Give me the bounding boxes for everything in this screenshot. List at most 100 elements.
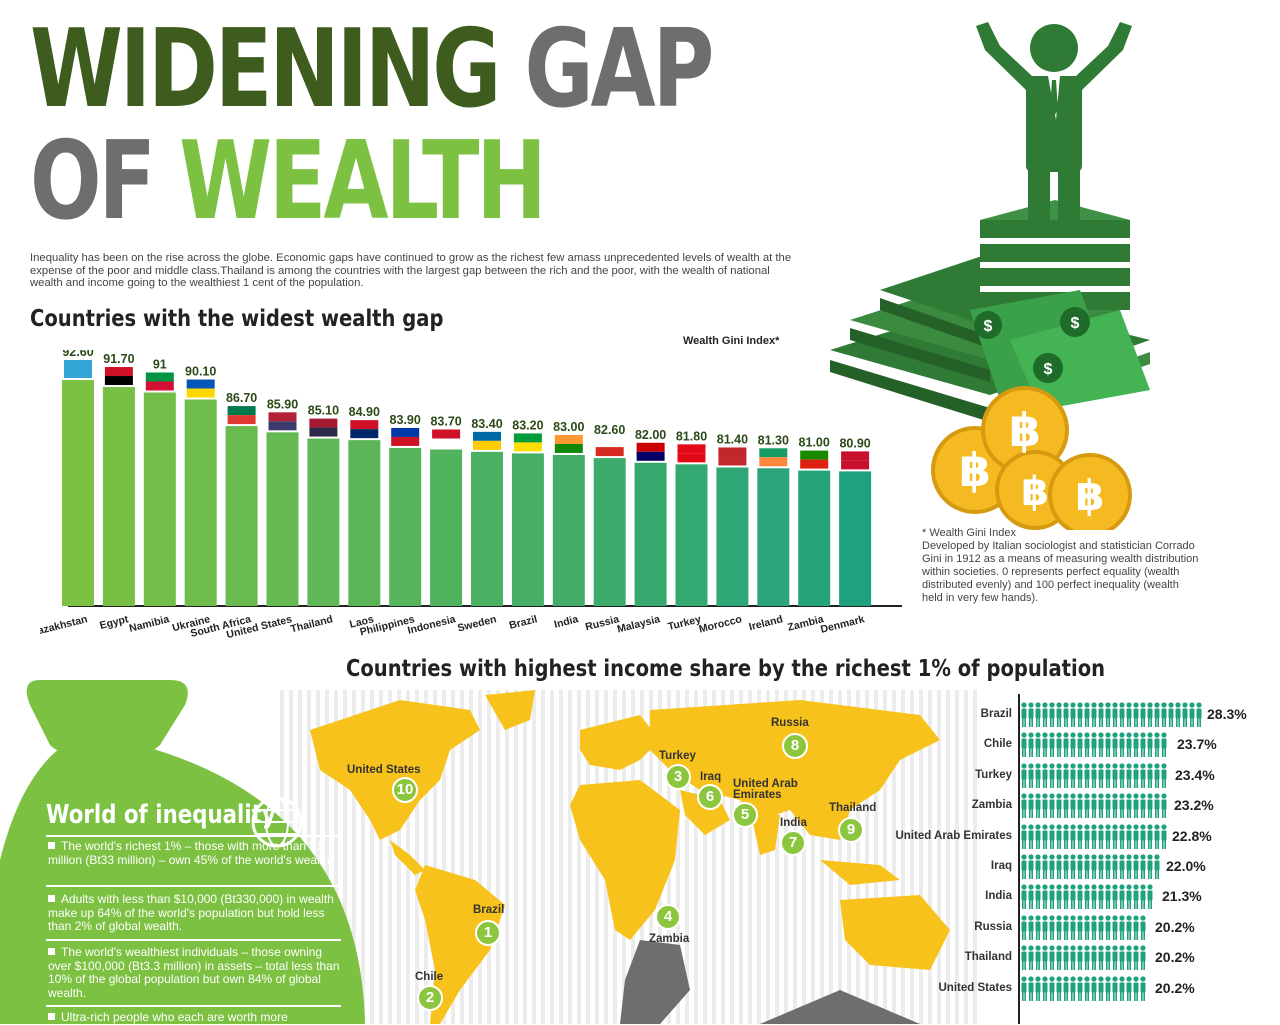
person-icon: [1042, 702, 1048, 727]
person-icon: [1091, 945, 1097, 971]
svg-text:$: $: [984, 318, 993, 335]
bar-denmark: [839, 471, 872, 606]
person-icon: [1070, 763, 1076, 788]
bar-egypt: [102, 387, 135, 606]
person-icon: [1112, 732, 1118, 758]
person-icon: [1091, 854, 1097, 879]
person-icon: [1056, 732, 1062, 758]
person-icon: [1091, 702, 1097, 727]
bar-value-label: 91.70: [103, 352, 134, 366]
person-icon: [1140, 702, 1146, 727]
flag-icon: [513, 442, 542, 452]
pictogram-bar: [1021, 732, 1167, 758]
flag-icon: [759, 448, 788, 458]
map-rank-marker: 2: [417, 985, 443, 1011]
person-icon: [1077, 854, 1083, 879]
person-icon: [1035, 793, 1041, 819]
bar-kazakhstan: [62, 380, 94, 606]
pictogram-axis: [1018, 694, 1020, 1024]
person-icon: [1084, 945, 1090, 971]
map-country-label: Brazil: [473, 904, 505, 916]
category-label: Kazakhstan: [40, 613, 89, 639]
person-icon: [1091, 884, 1097, 910]
pictogram-country-label: Chile: [983, 738, 1012, 751]
page-title-line-1: WIDENING GAP: [30, 16, 714, 124]
person-icon: [1098, 823, 1104, 849]
bar-value-label: 83.40: [471, 417, 502, 431]
person-icon: [1077, 945, 1083, 971]
person-icon: [1182, 702, 1188, 727]
bar-united-states: [266, 432, 299, 606]
person-icon: [1154, 702, 1160, 727]
person-icon: [1077, 884, 1083, 910]
person-icon: [1196, 702, 1202, 727]
flag-icon: [186, 388, 215, 398]
bar-value-label: 81.40: [717, 432, 748, 446]
person-icon: [1028, 915, 1034, 940]
inequality-box-title: World of inequality: [46, 800, 276, 830]
pictogram-value-label: 20.2%: [1155, 949, 1195, 966]
bar-value-label: 85.10: [308, 404, 339, 418]
person-icon: [1063, 945, 1069, 971]
person-icon: [1063, 702, 1069, 727]
bar-value-label: 92.60: [62, 350, 93, 359]
person-icon: [1133, 732, 1139, 758]
person-icon: [1049, 702, 1055, 727]
person-icon: [1133, 945, 1139, 971]
person-icon: [1105, 763, 1111, 788]
map-rank-marker: 9: [838, 817, 864, 843]
flag-icon: [104, 367, 133, 377]
map-country-label: United States: [347, 764, 421, 776]
flag-icon: [268, 412, 297, 422]
map-country-label: Zambia: [649, 933, 690, 945]
person-icon: [1021, 793, 1027, 819]
gini-note: * Wealth Gini Index Developed by Italian…: [922, 527, 1202, 605]
person-icon: [1028, 702, 1034, 727]
person-icon: [1035, 854, 1041, 879]
person-icon: [1189, 702, 1195, 727]
pictogram-value-label: 28.3%: [1207, 706, 1247, 722]
person-icon: [1154, 823, 1160, 849]
money-illustration: $ $ $ ฿ ฿ ฿ ฿: [830, 22, 1150, 530]
person-icon: [1147, 823, 1153, 849]
person-icon: [1133, 884, 1139, 910]
person-icon: [1021, 975, 1027, 1001]
person-icon: [1105, 823, 1111, 849]
person-icon: [1105, 793, 1111, 819]
person-icon: [1056, 915, 1062, 940]
person-icon: [1077, 915, 1083, 940]
flag-icon: [432, 429, 461, 439]
person-icon: [1063, 915, 1069, 940]
person-icon: [1154, 854, 1160, 879]
person-icon: [1098, 854, 1104, 879]
flag-icon: [841, 460, 870, 470]
bar-value-label: 81.30: [758, 433, 789, 447]
person-icon: [1119, 732, 1125, 758]
bar-value-label: 80.90: [839, 436, 870, 450]
person-icon: [1035, 945, 1041, 971]
bar-value-label: 83.90: [390, 413, 421, 427]
world-map: [280, 690, 977, 1024]
person-icon: [1028, 763, 1034, 788]
person-icon: [1021, 945, 1027, 971]
person-icon: [1056, 823, 1062, 849]
person-icon: [1133, 823, 1139, 849]
chart2-title: Countries with highest income share by t…: [346, 656, 1106, 682]
map-rank-marker: 5: [732, 802, 758, 828]
flag-icon: [636, 442, 665, 452]
person-icon: [1105, 975, 1111, 1001]
person-icon: [1126, 763, 1132, 788]
svg-text:฿: ฿: [959, 444, 991, 496]
category-label: India: [553, 613, 580, 631]
category-label: Namibia: [128, 613, 171, 635]
flag-icon: [391, 436, 420, 446]
bar-russia: [593, 458, 626, 606]
person-icon: [1098, 884, 1104, 910]
person-icon: [1126, 915, 1132, 940]
person-icon: [1140, 884, 1146, 910]
person-icon: [1021, 702, 1027, 727]
person-icon: [1063, 975, 1069, 1001]
flag-icon: [473, 431, 501, 441]
bar-south-africa: [225, 426, 258, 606]
person-icon: [1070, 732, 1076, 758]
